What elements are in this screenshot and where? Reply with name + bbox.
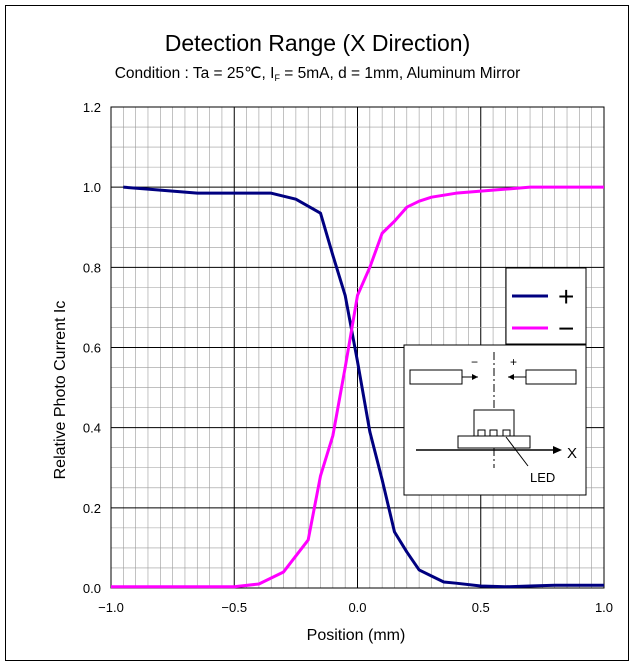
x-tick-label: 0.0 <box>348 600 366 615</box>
y-tick-label: 1.2 <box>83 100 101 115</box>
legend: + − <box>505 267 587 345</box>
legend-box <box>505 267 587 345</box>
inset-plus-label: + <box>510 355 517 369</box>
left-arrow-head <box>472 374 478 380</box>
y-tick-label: 0.0 <box>83 581 101 596</box>
inset-x-label: X <box>567 445 577 462</box>
legend-label-plus: + <box>558 281 574 312</box>
left-reflector <box>409 369 463 385</box>
chart-title: Detection Range (X Direction) <box>164 30 471 56</box>
x-tick-label: −0.5 <box>221 600 247 615</box>
led-pointer <box>505 436 529 467</box>
subtitle-prefix: Condition : Ta = 25℃, I <box>114 65 275 82</box>
sensor-element-right <box>502 429 511 437</box>
right-reflector <box>525 369 577 385</box>
x-tick-labels: −1.0 −0.5 0.0 0.5 1.0 <box>98 600 613 615</box>
x-tick-label: 0.5 <box>472 600 490 615</box>
x-tick-label: −1.0 <box>98 600 124 615</box>
y-tick-labels: 0.0 0.2 0.4 0.6 0.8 1.0 1.2 <box>83 100 101 596</box>
x-axis-arrow-head <box>553 446 562 454</box>
subtitle-suffix: = 5mA, d = 1mm, Aluminum Mirror <box>279 65 521 82</box>
subtitle-subscript: F <box>274 73 280 83</box>
plot-area-border <box>110 106 605 589</box>
sensor-element-left <box>477 429 486 437</box>
series-line-minus <box>111 185 604 589</box>
y-tick-label: 0.2 <box>83 501 101 516</box>
inset-led-label: LED <box>530 470 555 485</box>
chart-subtitle: Condition : Ta = 25℃, IF = 5mA, d = 1mm,… <box>0 64 635 83</box>
series-lines <box>111 185 604 589</box>
sensor-base <box>457 435 531 449</box>
legend-label-minus: − <box>558 313 574 344</box>
x-axis-label: Position (mm) <box>307 627 406 644</box>
inset-diagram: − + X LED <box>403 344 587 496</box>
series-line-plus <box>123 185 604 589</box>
y-tick-label: 1.0 <box>83 180 101 195</box>
sensor-element-center <box>489 429 498 437</box>
y-tick-label: 0.6 <box>83 341 101 356</box>
inset-minus-label: − <box>471 355 478 369</box>
x-tick-label: 1.0 <box>595 600 613 615</box>
y-axis-label: Relative Photo Current Ic <box>52 301 69 480</box>
y-tick-label: 0.8 <box>83 260 101 275</box>
right-arrow-head <box>508 374 514 380</box>
y-tick-label: 0.4 <box>83 421 101 436</box>
